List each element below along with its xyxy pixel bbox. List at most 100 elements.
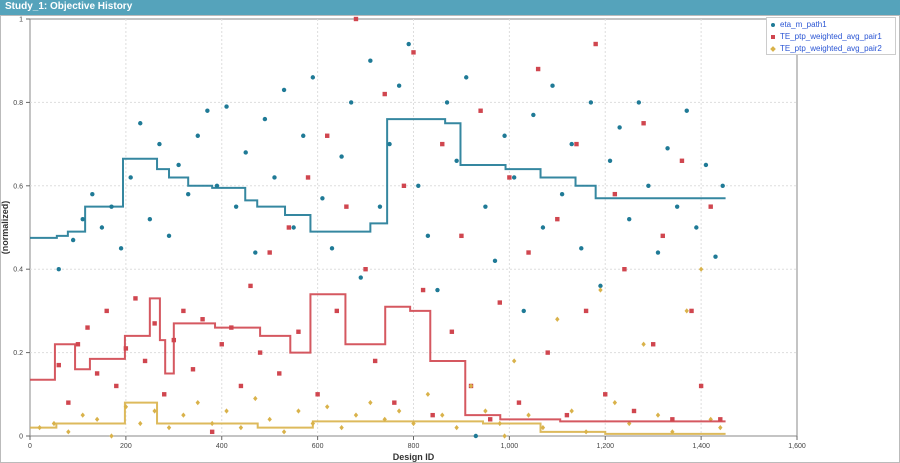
x-tick-label: 0 xyxy=(28,443,32,450)
x-tick-label: 800 xyxy=(408,443,420,450)
legend-item-series-1[interactable]: TE_ptp_weighted_avg_pair1 xyxy=(767,31,895,42)
data-point xyxy=(329,246,335,251)
data-point xyxy=(377,204,383,209)
data-point xyxy=(444,100,450,105)
data-point xyxy=(166,233,172,239)
series-0-points xyxy=(56,41,725,439)
data-point xyxy=(90,191,95,197)
series-2-best-line xyxy=(30,401,726,435)
data-point xyxy=(147,216,153,222)
data-point xyxy=(425,391,431,397)
data-point xyxy=(569,141,574,147)
y-tick-label: 0.4 xyxy=(13,267,23,274)
data-point xyxy=(655,250,661,255)
data-point xyxy=(612,191,618,197)
data-point xyxy=(66,429,71,435)
data-point xyxy=(708,204,713,209)
data-point xyxy=(674,204,680,209)
data-point xyxy=(262,116,268,122)
data-point xyxy=(598,283,603,289)
data-point xyxy=(694,225,699,230)
data-point xyxy=(157,141,162,147)
y-tick-label: 0.8 xyxy=(13,100,23,107)
data-point xyxy=(190,367,196,372)
data-point xyxy=(99,225,105,230)
data-point xyxy=(166,425,172,431)
data-point xyxy=(94,371,100,376)
data-point xyxy=(535,66,541,72)
y-tick-label: 1 xyxy=(19,17,23,24)
data-point xyxy=(238,425,244,431)
y-tick-label: 0 xyxy=(19,434,23,441)
data-point xyxy=(128,175,133,180)
data-point xyxy=(243,150,248,155)
legend-item-series-2[interactable]: TE_ptp_weighted_avg_pair2 xyxy=(767,43,895,54)
data-point xyxy=(305,175,311,180)
data-point xyxy=(310,75,316,80)
data-point xyxy=(272,175,277,180)
data-point xyxy=(507,175,512,180)
data-point xyxy=(368,400,373,406)
data-point xyxy=(713,254,718,259)
data-point xyxy=(464,75,469,80)
data-point xyxy=(440,141,445,147)
diamond-marker-icon xyxy=(770,45,776,52)
data-point xyxy=(670,417,675,422)
data-point xyxy=(238,383,244,389)
data-point xyxy=(502,133,507,138)
data-point xyxy=(492,258,498,264)
data-point xyxy=(382,91,387,97)
data-point xyxy=(142,358,148,364)
data-point xyxy=(133,296,138,301)
data-point xyxy=(718,425,723,431)
data-point xyxy=(483,408,488,414)
data-point xyxy=(559,191,565,197)
data-point xyxy=(104,308,109,314)
window-title: Study_1: Objective History xyxy=(0,0,900,15)
data-point xyxy=(521,308,526,314)
data-point xyxy=(296,329,301,334)
y-axis-label: (normalized) xyxy=(0,201,10,255)
data-point xyxy=(454,425,459,431)
data-point xyxy=(483,204,488,209)
x-tick-label: 1,600 xyxy=(788,443,806,450)
x-axis-label: Design ID xyxy=(393,452,435,462)
data-point xyxy=(555,216,560,222)
data-point xyxy=(358,275,363,280)
data-point xyxy=(253,395,258,402)
data-point xyxy=(195,400,200,406)
data-point xyxy=(209,429,215,435)
data-point xyxy=(454,158,459,163)
data-point xyxy=(85,325,90,330)
data-point xyxy=(138,420,143,427)
data-point xyxy=(56,362,61,368)
data-point xyxy=(660,233,665,239)
data-point xyxy=(396,83,402,88)
data-point xyxy=(70,237,76,243)
data-point xyxy=(363,267,368,272)
data-point xyxy=(478,108,483,113)
legend[interactable]: eta_m_path1 TE_ptp_weighted_avg_pair1 TE… xyxy=(766,17,896,55)
data-point xyxy=(555,316,560,322)
data-point xyxy=(612,400,618,406)
data-point xyxy=(56,267,61,272)
data-point xyxy=(636,100,642,105)
data-point xyxy=(368,58,373,63)
data-point xyxy=(372,358,378,364)
data-point xyxy=(114,383,119,389)
data-point xyxy=(334,308,339,314)
data-point xyxy=(598,287,603,293)
data-point xyxy=(502,433,507,439)
data-point xyxy=(435,287,440,293)
data-point xyxy=(339,154,344,159)
data-point xyxy=(720,183,725,188)
series-0-best-line xyxy=(30,118,726,239)
data-point xyxy=(411,50,416,55)
legend-item-series-0[interactable]: eta_m_path1 xyxy=(767,19,895,30)
data-point xyxy=(425,233,431,239)
series-1-best-line xyxy=(30,293,726,423)
x-tick-label: 1,200 xyxy=(596,443,614,450)
data-point xyxy=(296,408,301,414)
data-point xyxy=(392,400,397,405)
data-point xyxy=(267,416,272,422)
